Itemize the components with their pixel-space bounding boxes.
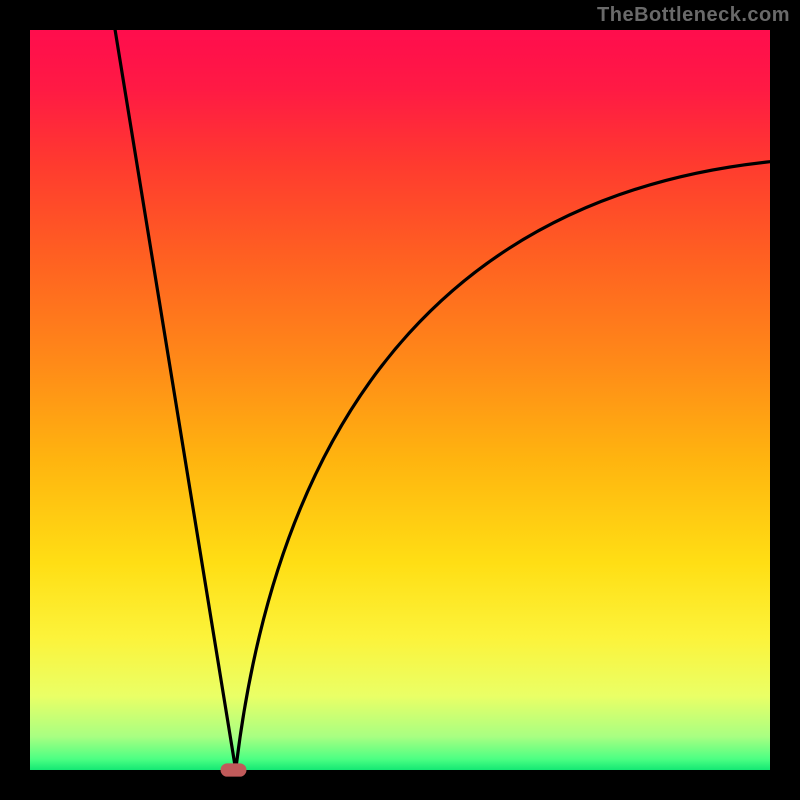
bottleneck-chart	[0, 0, 800, 800]
plot-gradient-background	[30, 30, 770, 770]
trough-marker	[221, 763, 247, 776]
chart-root: TheBottleneck.com	[0, 0, 800, 800]
